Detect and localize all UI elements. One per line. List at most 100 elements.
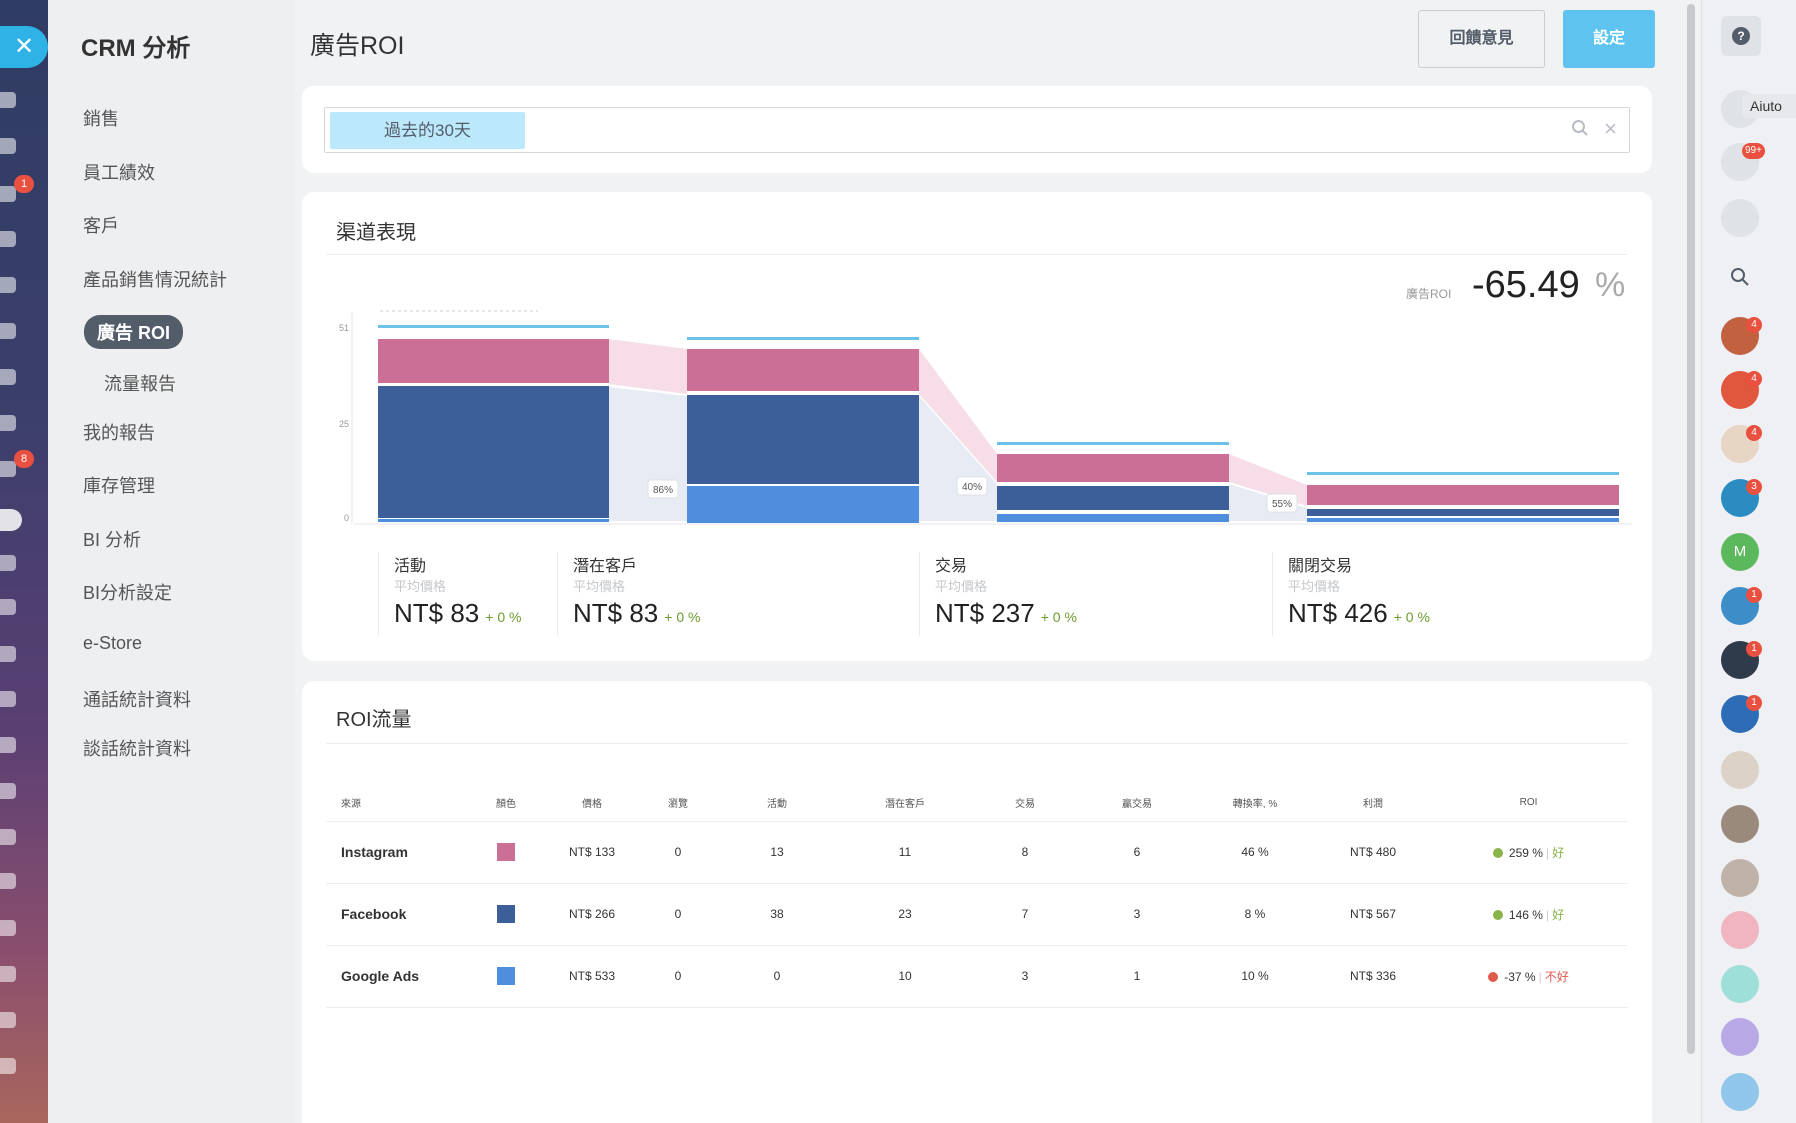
rail-icon-dev[interactable] bbox=[0, 1012, 16, 1028]
col-views[interactable]: 瀏覽 bbox=[643, 785, 713, 822]
calendar-icon[interactable] bbox=[1721, 911, 1759, 949]
cell-won: 3 bbox=[1081, 883, 1193, 946]
roi-traffic-title: ROI流量 bbox=[336, 709, 412, 731]
settings-button[interactable]: 設定 bbox=[1563, 10, 1655, 68]
col-profit[interactable]: 利潤 bbox=[1317, 785, 1429, 822]
rail-icon-drive[interactable] bbox=[0, 323, 16, 339]
user-avatar[interactable] bbox=[1721, 751, 1759, 789]
filter-chip-period[interactable]: 過去的30天 bbox=[330, 112, 525, 149]
rail-icon-box[interactable] bbox=[0, 920, 16, 936]
status-dot bbox=[1492, 848, 1503, 859]
rail-icon-docs[interactable] bbox=[0, 277, 16, 293]
cell-views: 0 bbox=[643, 945, 713, 1008]
color-swatch bbox=[497, 843, 515, 861]
col-conversion[interactable]: 轉換率, % bbox=[1193, 785, 1317, 822]
col-price[interactable]: 價格 bbox=[541, 785, 643, 822]
rail-icon-feed[interactable] bbox=[0, 138, 16, 154]
rail-icon-home[interactable] bbox=[0, 555, 16, 571]
cell-source: Google Ads bbox=[326, 945, 471, 1008]
menu-item-call-stats[interactable]: 通話統計資料 bbox=[83, 690, 191, 710]
menu-item-traffic-report[interactable]: 流量報告 bbox=[104, 374, 176, 394]
table-row: Facebook NT$ 266 0 38 23 7 3 8 % NT$ 567… bbox=[326, 883, 1628, 946]
rail-icon-sign[interactable] bbox=[0, 691, 16, 707]
menu-title: CRM 分析 bbox=[81, 35, 191, 62]
col-color[interactable]: 顏色 bbox=[471, 785, 541, 822]
cell-color bbox=[471, 883, 541, 946]
search-icon[interactable] bbox=[1721, 258, 1759, 296]
col-deals[interactable]: 交易 bbox=[969, 785, 1081, 822]
rail-icon-hr[interactable] bbox=[0, 829, 16, 845]
menu-item-customers[interactable]: 客戶 bbox=[83, 216, 119, 236]
menu-item-conversation-stats[interactable]: 談話統計資料 bbox=[83, 739, 191, 759]
menu-item-sales[interactable]: 銷售 bbox=[83, 109, 119, 129]
divider bbox=[326, 743, 1628, 744]
clear-icon[interactable]: × bbox=[1604, 116, 1617, 141]
user-avatar[interactable] bbox=[1721, 859, 1759, 897]
bar-stage1-google bbox=[378, 519, 609, 522]
bar-stage4-instagram bbox=[1307, 485, 1619, 505]
rail-icon-more[interactable] bbox=[0, 1058, 16, 1074]
page-title: 廣告ROI bbox=[310, 32, 405, 60]
col-source[interactable]: 來源 bbox=[326, 785, 471, 822]
bar-stage3-facebook bbox=[997, 486, 1229, 510]
col-leads[interactable]: 潛在客戶 bbox=[841, 785, 969, 822]
conversion-badge-3: 55% bbox=[1272, 499, 1292, 510]
color-swatch bbox=[497, 967, 515, 985]
funnel-chart: 51 25 0 86% 4 bbox=[339, 310, 1632, 525]
rail-icon-calendar[interactable] bbox=[0, 231, 16, 247]
search-icon[interactable] bbox=[1571, 119, 1589, 142]
menu-item-ad-roi[interactable]: 廣告 ROI bbox=[84, 315, 184, 349]
rail-icon-contacts[interactable] bbox=[0, 415, 16, 431]
rail-icon-store[interactable] bbox=[0, 646, 16, 662]
bar-stage1-instagram bbox=[378, 339, 609, 383]
badge: 1 bbox=[1746, 587, 1762, 603]
close-icon[interactable]: ✕ bbox=[0, 26, 48, 68]
cell-leads: 11 bbox=[841, 821, 969, 884]
cell-leads: 10 bbox=[841, 945, 969, 1008]
rail-icon-automation[interactable] bbox=[0, 966, 16, 982]
rail-icon-crm[interactable] bbox=[0, 509, 22, 531]
menu-item-bi-analytics[interactable]: BI 分析 bbox=[83, 530, 142, 550]
menu-item-inventory[interactable]: 庫存管理 bbox=[83, 476, 155, 496]
menu-item-employee-performance[interactable]: 員工績效 bbox=[83, 163, 155, 183]
filter-card: 過去的30天 × bbox=[302, 86, 1652, 173]
cell-deals: 3 bbox=[969, 945, 1081, 1008]
cell-color bbox=[471, 821, 541, 884]
stage-sub: 平均價格 bbox=[935, 579, 988, 594]
user-avatar-m[interactable]: M bbox=[1721, 533, 1759, 571]
rail-icon-sales[interactable] bbox=[0, 92, 16, 108]
rail-icon-signature[interactable] bbox=[0, 737, 16, 753]
rail-icon-target[interactable] bbox=[0, 599, 16, 615]
conversion-badge-2: 40% bbox=[962, 482, 982, 493]
menu-item-bi-settings[interactable]: BI分析設定 bbox=[83, 583, 173, 603]
cell-price: NT$ 133 bbox=[541, 821, 643, 884]
menu-item-product-sales[interactable]: 產品銷售情況統計 bbox=[83, 270, 227, 290]
rail-icon-tasks[interactable] bbox=[0, 461, 16, 477]
page-scrollbar[interactable] bbox=[1687, 4, 1695, 1054]
user-avatar[interactable] bbox=[1721, 805, 1759, 843]
col-activities[interactable]: 活動 bbox=[713, 785, 841, 822]
stage-change: + 0 % bbox=[485, 609, 522, 625]
rail-icon-analytics[interactable] bbox=[0, 783, 16, 799]
rail-icon-mail[interactable] bbox=[0, 369, 16, 385]
rail-icon-chat[interactable] bbox=[0, 186, 16, 202]
chat-search-icon[interactable] bbox=[1721, 199, 1759, 237]
stage-sub: 平均價格 bbox=[394, 579, 447, 594]
col-won-deals[interactable]: 贏交易 bbox=[1081, 785, 1193, 822]
status-dot bbox=[1488, 972, 1499, 983]
help-icon[interactable]: ? bbox=[1721, 16, 1761, 56]
cell-conversion: 10 % bbox=[1193, 945, 1317, 1008]
feedback-button[interactable]: 回饋意見 bbox=[1418, 10, 1545, 68]
filter-input[interactable]: 過去的30天 × bbox=[324, 107, 1630, 153]
col-roi[interactable]: ROI bbox=[1429, 785, 1628, 822]
menu-item-estore[interactable]: e-Store bbox=[83, 633, 143, 653]
cell-won: 6 bbox=[1081, 821, 1193, 884]
bar-stage2-top bbox=[687, 337, 919, 340]
stage-change: + 0 % bbox=[664, 609, 701, 625]
calendar-icon[interactable] bbox=[1721, 965, 1759, 1003]
calendar-icon[interactable] bbox=[1721, 1018, 1759, 1056]
rail-icon-bot[interactable] bbox=[0, 873, 16, 889]
rail-badge-chat: 1 bbox=[14, 175, 34, 193]
calendar-icon[interactable] bbox=[1721, 1073, 1759, 1111]
menu-item-my-reports[interactable]: 我的報告 bbox=[83, 423, 155, 443]
